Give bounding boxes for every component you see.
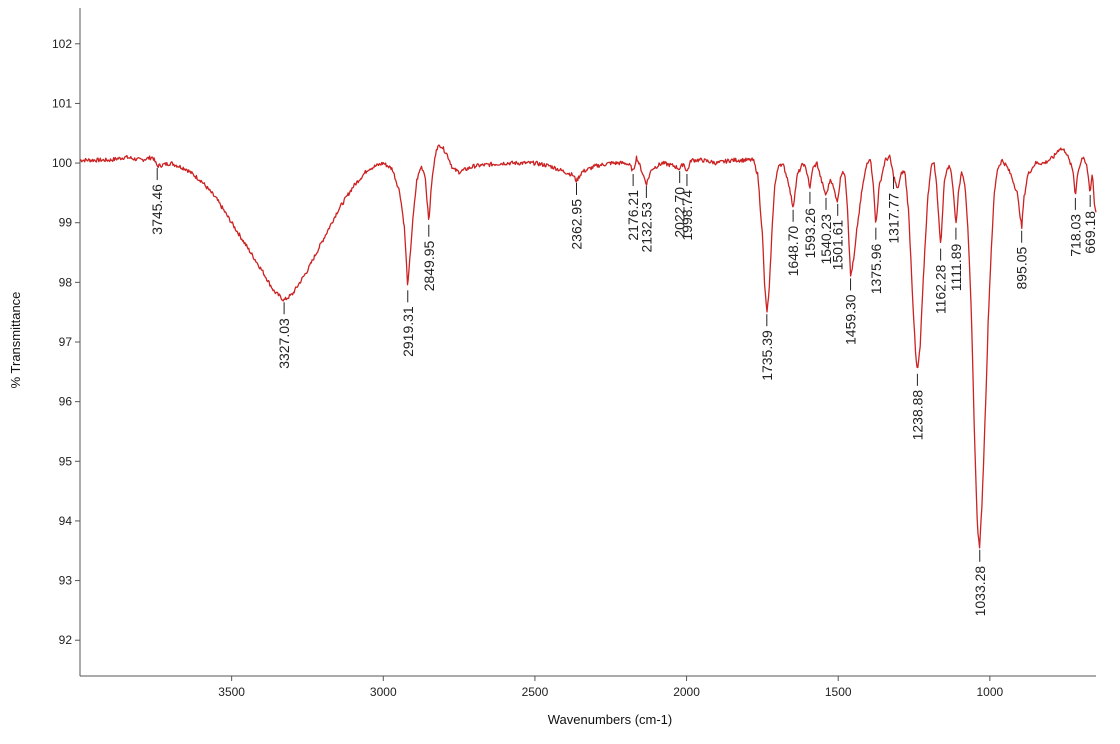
x-axis-title: Wavenumbers (cm-1) [548, 712, 672, 727]
peak-label: 2849.95 [421, 240, 437, 291]
y-tick-label: 96 [59, 395, 73, 409]
peak-label: 2362.95 [569, 199, 585, 250]
peak-label: 718.03 [1067, 214, 1083, 257]
peak-label: 2132.53 [638, 202, 654, 253]
peak-label: 1111.89 [948, 243, 964, 291]
peak-label: 2176.21 [625, 190, 641, 241]
peak-label: 1648.70 [785, 226, 801, 277]
y-tick-label: 99 [59, 216, 73, 230]
x-tick-label: 2000 [673, 685, 700, 699]
peak-label: 1998.74 [679, 190, 695, 241]
peak-label: 1593.26 [802, 208, 818, 259]
peak-label: 1540.23 [818, 214, 834, 265]
peak-label: 1033.28 [972, 566, 988, 617]
peak-label: 1238.88 [909, 390, 925, 441]
y-tick-label: 95 [59, 454, 73, 468]
y-tick-label: 102 [52, 37, 72, 51]
x-tick-label: 3500 [218, 685, 245, 699]
y-tick-label: 100 [52, 156, 72, 170]
y-tick-label: 98 [59, 275, 73, 289]
peak-label: 2919.31 [400, 306, 416, 357]
y-tick-label: 101 [52, 96, 72, 110]
peak-label: 1375.96 [868, 243, 884, 294]
x-tick-label: 1000 [976, 685, 1003, 699]
peak-label: 1317.77 [886, 193, 902, 244]
y-tick-label: 92 [59, 633, 73, 647]
peak-label: 2022.70 [672, 187, 688, 238]
x-tick-label: 1500 [825, 685, 852, 699]
peak-label: 3327.03 [276, 318, 292, 369]
y-axis-title: % Transmittance [8, 292, 23, 389]
spectrum-layer [79, 144, 1097, 549]
peak-label: 895.05 [1014, 246, 1030, 289]
axes: 92 93 94 95 96 97 98 99 100 101 102 3500 3000 2500 200… [52, 8, 1096, 699]
x-tick-label: 3000 [370, 685, 397, 699]
peak-label: 1459.30 [843, 294, 859, 345]
peak-annotations: 3745.46 3327.03 2919.31 2849.95 2362.95 2176.… [149, 168, 1098, 616]
peak-label: 3745.46 [149, 184, 165, 235]
y-tick-label: 94 [59, 514, 73, 528]
x-tick-label: 2500 [522, 685, 549, 699]
peak-label: 1501.61 [830, 220, 846, 271]
spectrum-line [79, 144, 1097, 549]
peak-label: 1162.28 [933, 264, 949, 314]
y-tick-label: 97 [59, 335, 73, 349]
peak-label: 1735.39 [759, 330, 775, 381]
peak-label: 669.18 [1082, 211, 1098, 254]
y-tick-label: 93 [59, 574, 73, 588]
